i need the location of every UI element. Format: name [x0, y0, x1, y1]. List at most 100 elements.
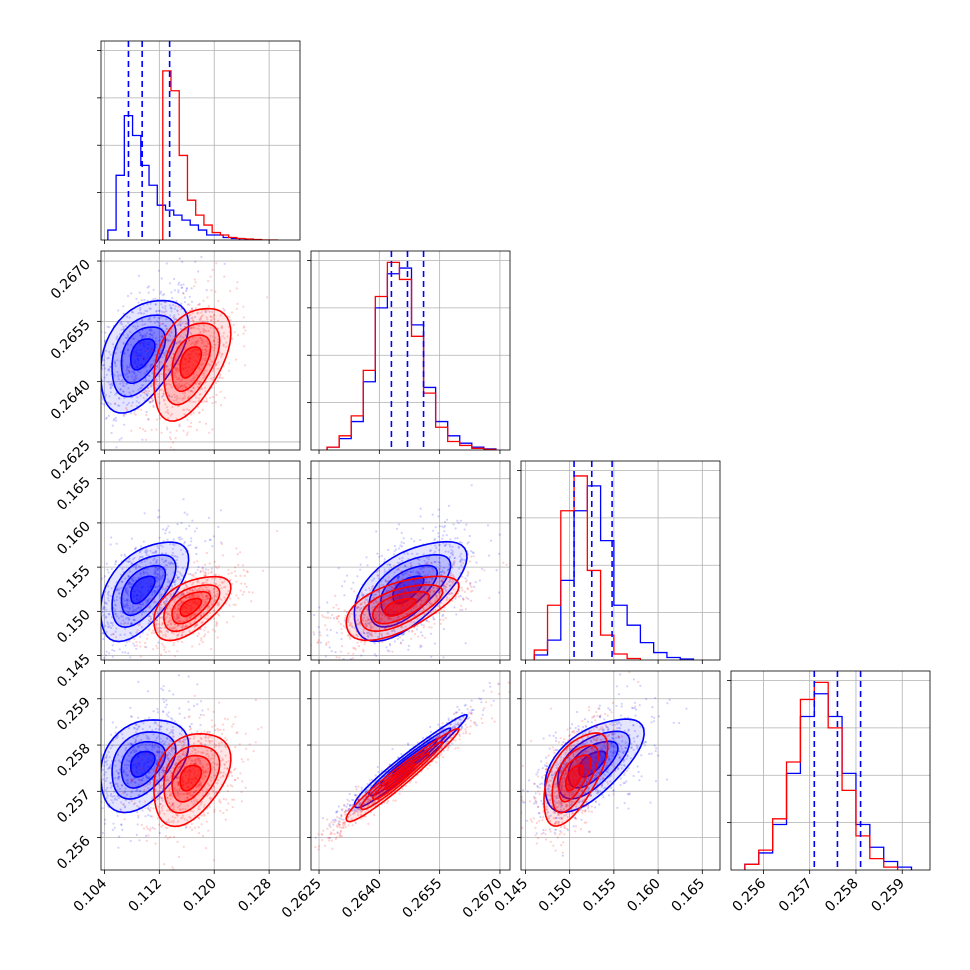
scatter-point — [192, 589, 196, 592]
scatter-point — [209, 334, 212, 337]
scatter-point — [181, 286, 184, 289]
scatter-point — [442, 618, 445, 621]
scatter-point — [210, 601, 213, 604]
scatter-point — [104, 331, 107, 334]
scatter-point — [440, 579, 443, 583]
scatter-point — [97, 633, 99, 635]
scatter-point — [180, 548, 183, 552]
scatter-point — [101, 402, 104, 405]
scatter-point — [148, 336, 151, 339]
scatter-point — [89, 377, 91, 379]
scatter-point — [341, 585, 344, 588]
scatter-point — [150, 631, 153, 635]
scatter-point — [158, 361, 161, 364]
scatter-point — [164, 706, 167, 709]
scatter-point — [169, 330, 172, 333]
scatter-point — [179, 386, 182, 389]
scatter-point — [205, 595, 208, 598]
scatter-point — [149, 307, 152, 310]
scatter-point — [229, 289, 232, 293]
scatter-point — [194, 571, 197, 575]
scatter-point — [222, 307, 225, 310]
scatter-point — [151, 583, 154, 586]
scatter-point — [356, 575, 359, 578]
scatter-point — [209, 326, 213, 329]
panel-frame — [310, 250, 511, 451]
scatter-point — [449, 545, 452, 548]
scatter-point — [131, 610, 134, 613]
scatter-point — [290, 639, 292, 641]
scatter-point — [112, 822, 115, 825]
scatter-point — [180, 594, 183, 597]
scatter-point — [157, 630, 160, 634]
scatter-point — [102, 607, 105, 610]
scatter-point — [165, 426, 169, 429]
scatter-point — [190, 722, 193, 726]
scatter-point — [361, 594, 365, 597]
scatter-point — [149, 400, 152, 404]
scatter-point — [410, 564, 413, 567]
scatter-point — [120, 665, 122, 667]
scatter-point — [180, 353, 183, 356]
scatter-point — [245, 570, 248, 573]
scatter-point — [417, 558, 420, 561]
scatter-point — [393, 553, 396, 556]
scatter-point — [114, 608, 117, 611]
scatter-point — [137, 606, 140, 609]
scatter-point — [198, 588, 201, 591]
scatter-point — [190, 413, 193, 416]
scatter-point — [121, 567, 124, 571]
scatter-point — [204, 310, 207, 314]
scatter-point — [185, 596, 188, 599]
scatter-point — [187, 573, 190, 576]
scatter-point — [148, 597, 151, 600]
scatter-point — [202, 329, 205, 332]
scatter-point — [135, 607, 138, 611]
scatter-point — [386, 563, 389, 566]
scatter-point — [177, 616, 180, 619]
scatter-point — [138, 551, 142, 554]
scatter-point — [180, 378, 183, 381]
scatter-point — [115, 726, 118, 729]
scatter-point — [448, 579, 452, 582]
scatter-point — [156, 575, 159, 578]
scatter-point — [156, 567, 159, 570]
scatter-point — [116, 359, 119, 362]
scatter-point — [168, 369, 171, 372]
scatter-point — [212, 600, 215, 603]
scatter-point — [344, 614, 347, 617]
scatter-point — [180, 625, 183, 628]
scatter-point — [179, 603, 182, 606]
scatter-point — [162, 540, 165, 543]
scatter-point — [135, 567, 138, 570]
scatter-point — [160, 653, 163, 656]
scatter-point — [164, 373, 167, 376]
scatter-point — [179, 572, 182, 576]
scatter-point — [133, 556, 136, 560]
scatter-point — [397, 579, 400, 582]
scatter-point — [107, 599, 110, 602]
scatter-point — [384, 594, 387, 597]
scatter-point — [84, 399, 86, 401]
scatter-point — [430, 655, 433, 658]
scatter-point — [109, 621, 113, 625]
scatter-point — [383, 558, 386, 561]
scatter-point — [191, 316, 194, 319]
scatter-point — [188, 303, 191, 306]
scatter-point — [127, 369, 131, 373]
scatter-point — [135, 374, 138, 377]
scatter-point — [472, 551, 475, 555]
histogram-panel-3: 0.256 0.257 0.258 0.259 — [727, 670, 931, 915]
scatter-point — [237, 597, 240, 600]
scatter-point — [176, 556, 179, 559]
scatter-point — [98, 391, 100, 393]
scatter-point — [440, 609, 443, 612]
scatter-point — [179, 619, 182, 623]
scatter-point — [143, 560, 146, 563]
scatter-point — [200, 700, 203, 703]
scatter-point — [104, 601, 107, 604]
scatter-point — [218, 603, 221, 606]
scatter-point — [164, 403, 167, 406]
scatter-point — [442, 577, 445, 580]
scatter-point — [147, 615, 151, 618]
